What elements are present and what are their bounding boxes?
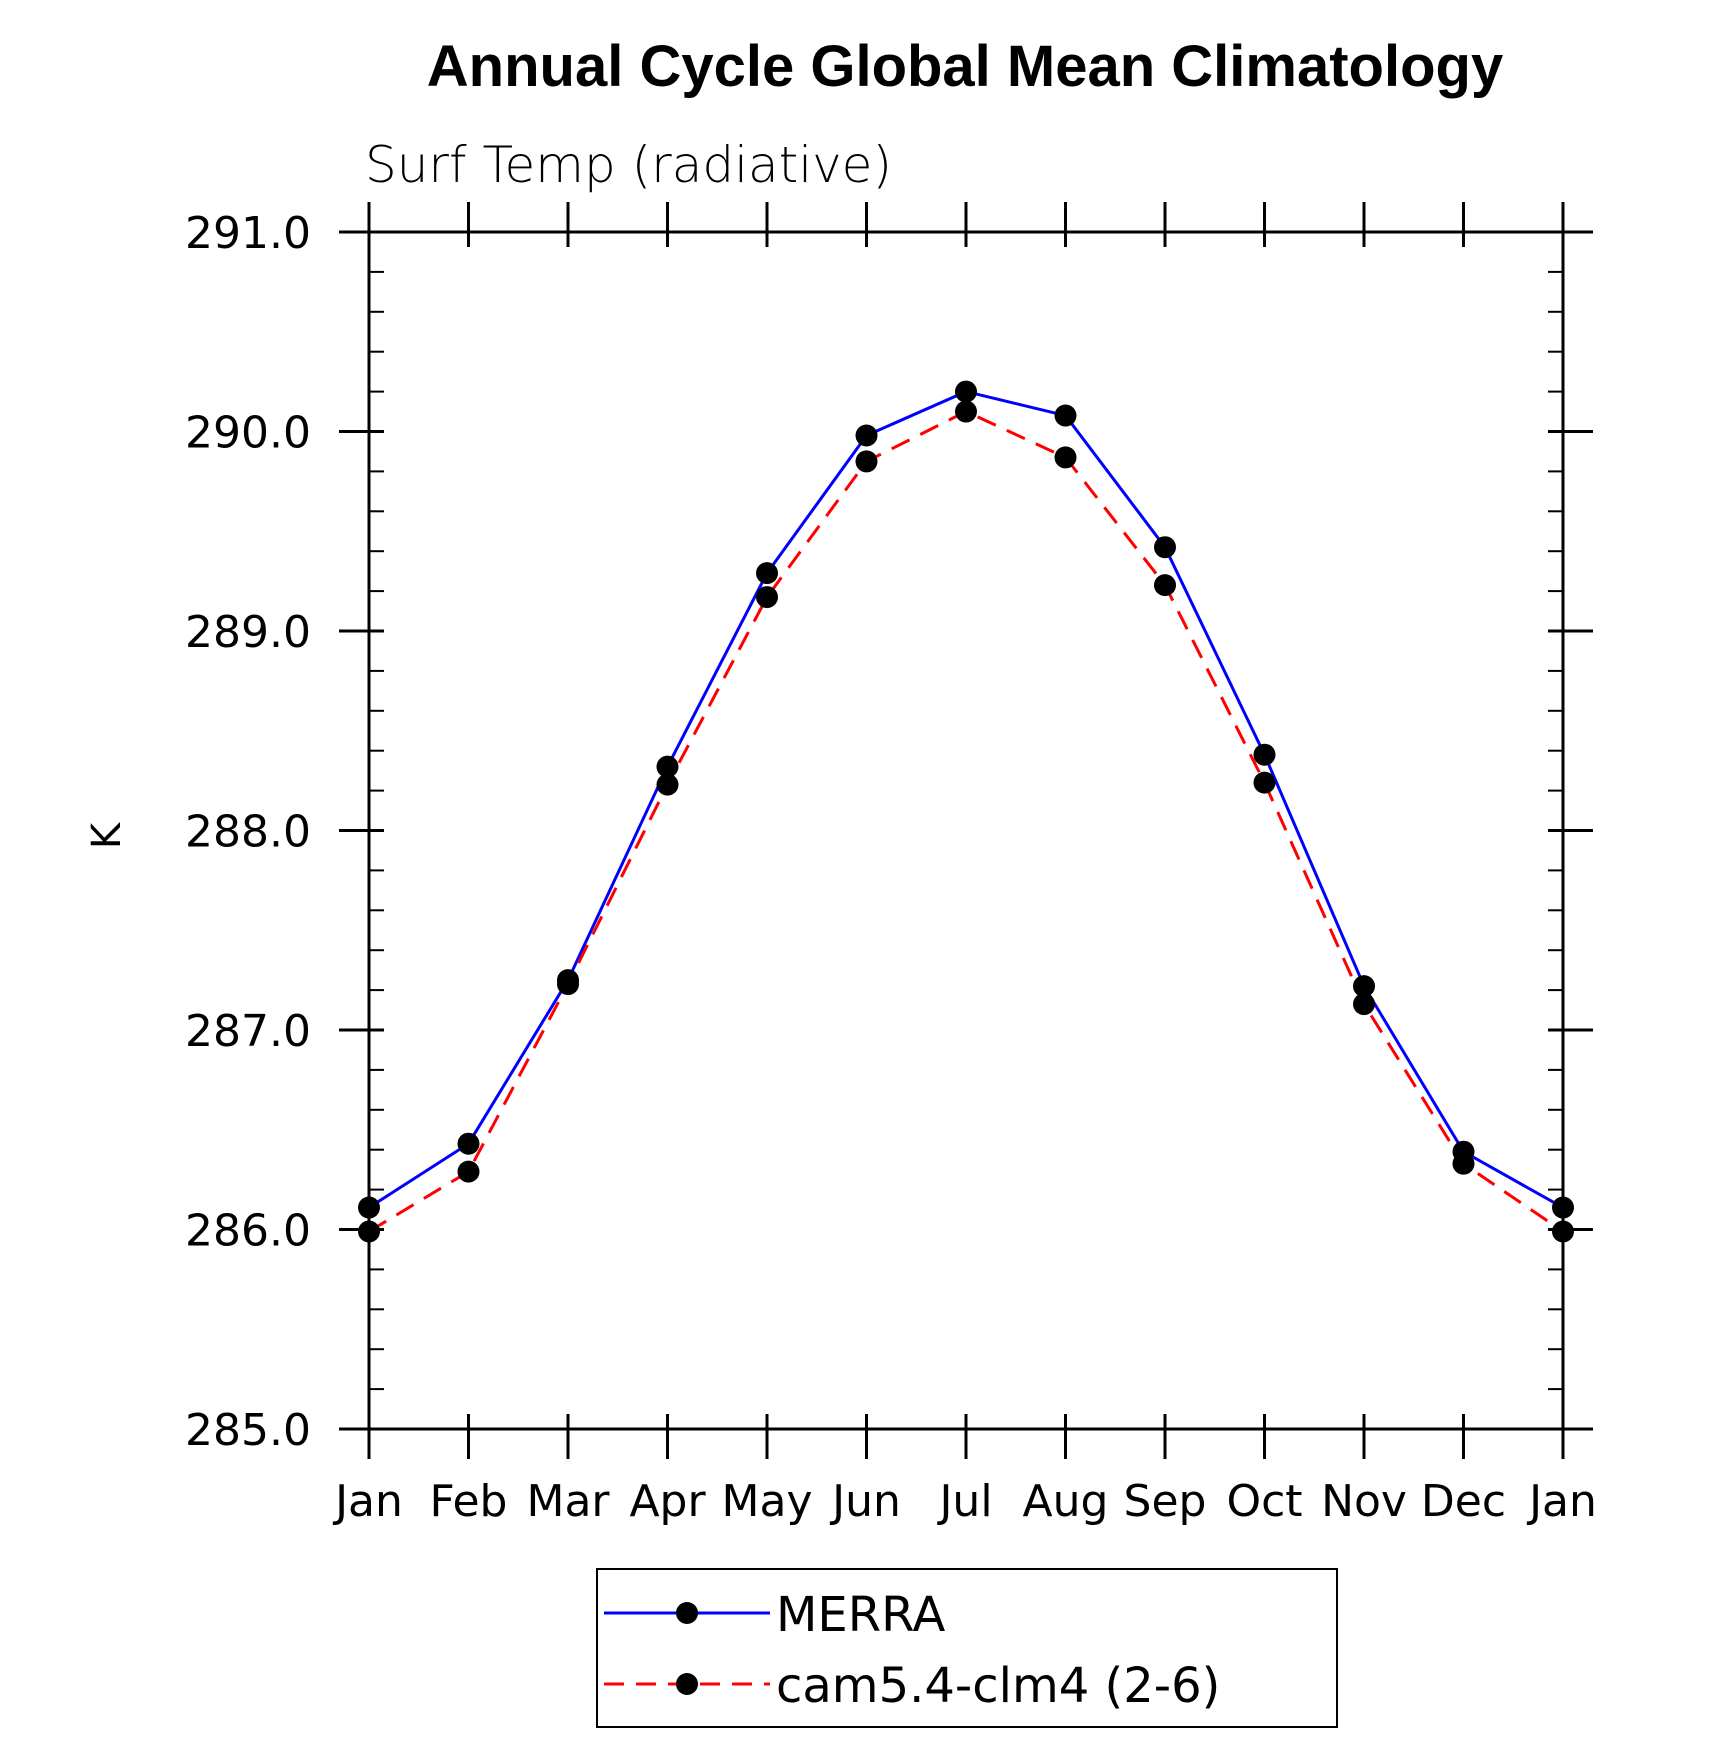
data-point-series-1 — [656, 773, 679, 796]
data-point-series-1 — [1154, 574, 1176, 597]
y-tick-label: 286.0 — [185, 1206, 311, 1257]
x-tick-label: Mar — [526, 1476, 610, 1527]
data-point-series-1 — [855, 450, 878, 473]
y-tick-label: 287.0 — [185, 1006, 311, 1057]
data-point-series-0 — [358, 1196, 380, 1219]
data-point-series-1 — [1452, 1152, 1475, 1175]
legend-marker-merra — [676, 1602, 698, 1624]
legend-marker-cam — [676, 1673, 698, 1695]
data-point-series-0 — [656, 755, 679, 778]
x-tick-label: Apr — [629, 1476, 706, 1527]
data-point-series-0 — [457, 1132, 480, 1155]
data-point-series-0 — [855, 424, 878, 447]
x-tick-label: Oct — [1226, 1476, 1302, 1527]
x-tick-label: May — [722, 1476, 813, 1527]
axis-ticks — [339, 202, 1593, 1459]
data-point-series-0 — [1552, 1196, 1574, 1219]
legend-label-cam: cam5.4-clm4 (2-6) — [776, 1658, 1220, 1714]
y-tick-labels: 285.0 286.0 287.0 288.0 289.0 290.0 291.0 — [185, 208, 311, 1456]
data-point-series-1 — [358, 1220, 380, 1243]
x-tick-label: Dec — [1421, 1476, 1506, 1527]
chart-title: Annual Cycle Global Mean Climatology — [427, 34, 1503, 99]
x-tick-label: Jan — [1526, 1476, 1597, 1527]
series-lines — [368, 390, 1564, 1233]
x-tick-label: Nov — [1321, 1476, 1407, 1527]
data-point-series-1 — [1552, 1220, 1574, 1243]
data-point-series-1 — [1054, 446, 1077, 469]
y-tick-label: 285.0 — [185, 1405, 311, 1456]
data-point-series-0 — [955, 380, 977, 403]
y-tick-label: 290.0 — [185, 408, 311, 459]
data-point-series-0 — [1253, 743, 1276, 766]
series-markers — [358, 380, 1574, 1243]
data-point-series-1 — [1253, 771, 1276, 794]
y-tick-label: 288.0 — [185, 807, 311, 858]
x-tick-label: Aug — [1023, 1476, 1109, 1527]
x-tick-label: Jun — [829, 1476, 901, 1527]
y-axis-label: K — [84, 821, 130, 849]
y-tick-label: 289.0 — [185, 607, 311, 658]
x-tick-label: Jan — [332, 1476, 403, 1527]
data-point-series-0 — [1154, 536, 1176, 559]
data-point-series-0 — [756, 562, 778, 585]
data-point-series-1 — [955, 400, 977, 423]
x-tick-labels: Jan Feb Mar Apr May Jun Jul Aug Sep Oct Nov Dec Jan — [332, 1476, 1597, 1527]
series-line-1 — [368, 409, 1564, 1233]
x-tick-label: Jul — [936, 1476, 992, 1527]
legend-label-merra: MERRA — [776, 1587, 946, 1643]
legend: MERRA cam5.4-clm4 (2-6) — [596, 1568, 1338, 1728]
legend-box — [596, 1568, 1338, 1728]
data-point-series-0 — [1054, 404, 1077, 427]
data-point-series-1 — [557, 973, 579, 996]
y-tick-label: 291.0 — [185, 208, 311, 259]
x-tick-label: Feb — [430, 1476, 508, 1527]
data-point-series-0 — [1353, 975, 1375, 998]
x-tick-label: Sep — [1124, 1476, 1207, 1527]
data-point-series-1 — [1353, 993, 1375, 1016]
data-point-series-1 — [457, 1160, 480, 1183]
chart-subtitle: Surf Temp (radiative) — [365, 136, 892, 194]
series-line-0 — [368, 390, 1564, 1209]
data-point-series-1 — [756, 586, 778, 609]
